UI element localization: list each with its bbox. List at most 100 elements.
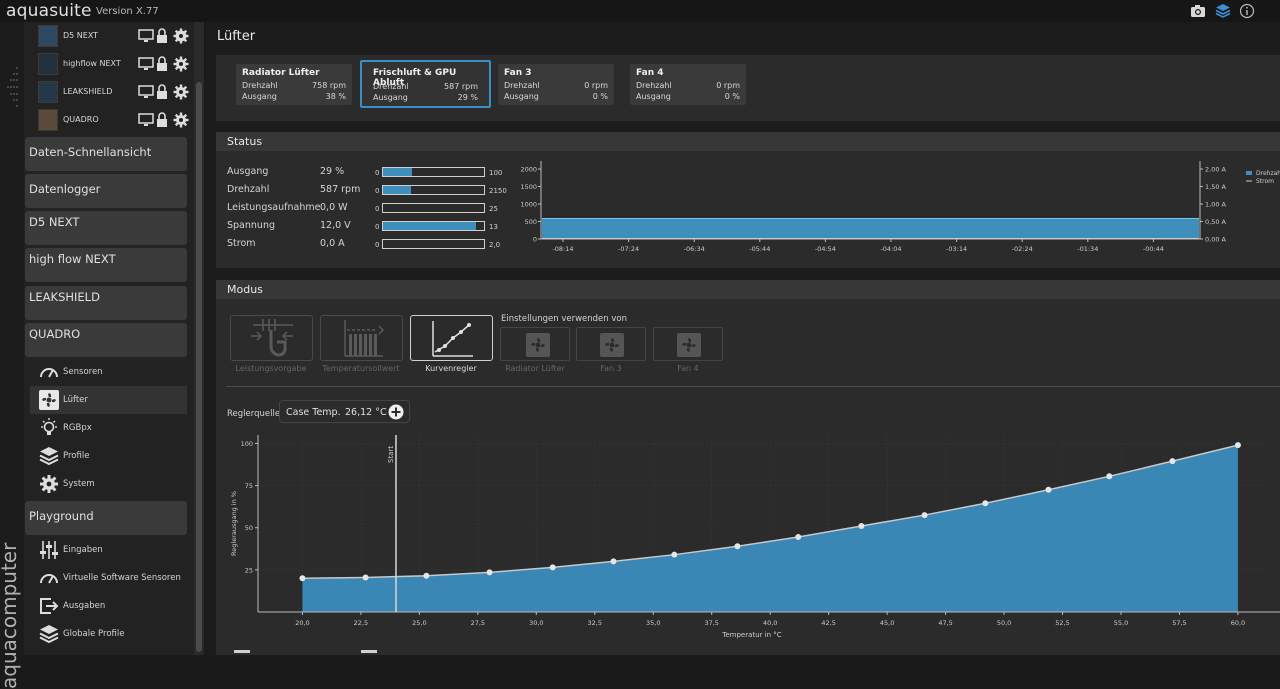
x-tick-label: 37,5: [704, 619, 718, 627]
nav-item-luefter[interactable]: Lüfter: [30, 386, 187, 414]
monitor-icon: [138, 113, 154, 126]
status-bar: [382, 185, 485, 195]
sliders-icon: [40, 541, 58, 559]
status-value: 29 %: [320, 166, 345, 177]
info-icon[interactable]: [1239, 3, 1255, 19]
y-tick-label-right: 0,00 A: [1205, 236, 1227, 244]
device-row-highflow-next[interactable]: highflow NEXT: [36, 51, 192, 77]
nav-item-virtuelle-software-sensoren[interactable]: Virtuelle Software Sensoren: [30, 564, 187, 592]
status-min: 0: [375, 187, 380, 195]
status-bar-fill: [383, 222, 477, 230]
copy-from-fan4[interactable]: [653, 327, 723, 361]
slider-hand-icon: [251, 319, 293, 357]
fan-card-output: Ausgang 0 %: [636, 92, 740, 101]
y-tick-label-right: 1,50 A: [1205, 183, 1227, 191]
layers-icon: [39, 447, 59, 466]
legend-label-strom: Strom: [1256, 178, 1274, 185]
fan-card-output: Ausgang 38 %: [242, 92, 346, 101]
y-tick-label-right: 1,00 A: [1205, 201, 1227, 209]
status-bar-fill: [383, 186, 411, 194]
device-action-icons[interactable]: [138, 111, 192, 129]
fan-card-fan3[interactable]: Fan 3 Drehzahl 0 rpm Ausgang 0 %: [498, 64, 614, 105]
x-tick-label: -06:34: [684, 245, 705, 253]
x-tick-label: -04:54: [815, 245, 836, 253]
sidebar-scrollbar[interactable]: [194, 22, 204, 655]
nav-item-system[interactable]: System: [30, 470, 187, 498]
x-tick-label: 40,0: [763, 619, 777, 627]
device-row-d5-next[interactable]: D5 NEXT: [36, 23, 192, 49]
nav-label: Ausgaben: [63, 601, 106, 611]
monitor-icon: [138, 29, 154, 42]
source-selector[interactable]: Case Temp. 26,12 °C: [279, 400, 410, 423]
section-datenlogger[interactable]: Datenlogger: [25, 174, 187, 208]
curve-point: [734, 543, 741, 550]
y-tick-label: 75: [245, 482, 253, 490]
nav-item-profile[interactable]: Profile: [30, 442, 187, 470]
x-tick-label: 42,5: [821, 619, 835, 627]
legend-label-drehzahl: Drehzahl: [1256, 170, 1280, 177]
layers-icon: [39, 625, 59, 644]
nav-item-ausgaben[interactable]: Ausgaben: [30, 592, 187, 620]
mode-button-leistungsvorgabe[interactable]: [230, 315, 313, 361]
lock-icon: [157, 112, 167, 127]
nav-item-globale-profile[interactable]: Globale Profile: [30, 620, 187, 648]
copy-from-radiator[interactable]: [500, 327, 570, 361]
device-row-quadro[interactable]: QUADRO: [36, 107, 192, 133]
curve-point: [423, 572, 430, 579]
lock-icon: [157, 84, 167, 99]
mode-header[interactable]: Modus: [216, 280, 1280, 299]
gauge-icon: [40, 574, 58, 584]
fan-card-fan4[interactable]: Fan 4 Drehzahl 0 rpm Ausgang 0 %: [630, 64, 746, 105]
fan-card-radiator[interactable]: Radiator Lüfter Drehzahl 758 rpm Ausgang 3…: [236, 64, 352, 105]
section-leakshield[interactable]: LEAKSHIELD: [25, 286, 187, 320]
nav-item-rgbpx[interactable]: RGBpx: [30, 414, 187, 442]
nav-label: Sensoren: [63, 367, 103, 377]
title-bar: aquasuite Version X.77: [0, 0, 1280, 22]
fan-card-frischluft[interactable]: Frischluft & GPU Abluft Drehzahl 587 rpm …: [360, 60, 491, 108]
fan-card-rpm: Drehzahl 587 rpm: [373, 82, 478, 91]
nav-label: Eingaben: [63, 545, 103, 555]
status-header[interactable]: Status: [216, 132, 1280, 151]
main-content: Lüfter Radiator Lüfter Drehzahl 758 rpm A…: [206, 22, 1280, 655]
source-label: Reglerquelle: [227, 409, 281, 419]
nav-item-eingaben[interactable]: Eingaben: [30, 536, 187, 564]
device-action-icons[interactable]: [138, 27, 192, 45]
fan-card-title: Radiator Lüfter: [242, 68, 320, 78]
legend-swatch-drehzahl: [1246, 171, 1252, 175]
status-bar: [382, 167, 485, 177]
camera-icon[interactable]: [1190, 3, 1206, 19]
device-action-icons[interactable]: [138, 55, 192, 73]
section-daten-schnellansicht[interactable]: Daten-Schnellansicht: [25, 137, 187, 171]
status-bar: [382, 239, 485, 249]
nav-item-sensoren[interactable]: Sensoren: [30, 358, 187, 386]
page-title: Lüfter: [217, 29, 256, 44]
device-action-icons[interactable]: [138, 83, 192, 101]
fan-card-output: Ausgang 0 %: [504, 92, 608, 101]
mode-button-kurvenregler[interactable]: [410, 315, 493, 361]
device-thumbnail: [38, 25, 58, 47]
sidebar: D5 NEXT highflow NEXT LEAKSHIELD QUADRO: [24, 22, 194, 655]
mode-button-temperatursollwert[interactable]: [320, 315, 403, 361]
section-label: Daten-Schnellansicht: [29, 145, 152, 159]
output-icon: [40, 598, 59, 614]
copy-settings-title: Einstellungen verwenden von: [501, 314, 627, 324]
section-d5-next[interactable]: D5 NEXT: [25, 211, 187, 245]
layers-icon[interactable]: [1215, 3, 1231, 19]
fan-curve-chart[interactable]: 100 75 50 25 20,0 22,5 25,0 27,5 30,0 32,5 35,0 37,…: [226, 435, 1280, 640]
section-quadro[interactable]: QUADRO: [25, 323, 187, 357]
mode-label: Leistungsvorgabe: [235, 364, 307, 373]
device-row-leakshield[interactable]: LEAKSHIELD: [36, 79, 192, 105]
section-high-flow-next[interactable]: high flow NEXT: [25, 248, 187, 282]
fan-card-rpm: Drehzahl 758 rpm: [242, 81, 346, 90]
nav-label: Lüfter: [63, 395, 88, 405]
section-playground[interactable]: Playground: [25, 501, 187, 535]
collapse-arrow-icon[interactable]: [4, 62, 20, 112]
source-value: 26,12 °C: [345, 407, 387, 418]
fan-icon: [677, 333, 701, 357]
add-icon[interactable]: [388, 404, 404, 420]
fan-card-title: Fan 4: [636, 68, 664, 78]
x-tick-label: -02:24: [1012, 245, 1033, 253]
copy-from-fan3[interactable]: [576, 327, 646, 361]
scrollbar-thumb[interactable]: [196, 82, 202, 652]
bottom-legend-marker: [234, 650, 250, 653]
